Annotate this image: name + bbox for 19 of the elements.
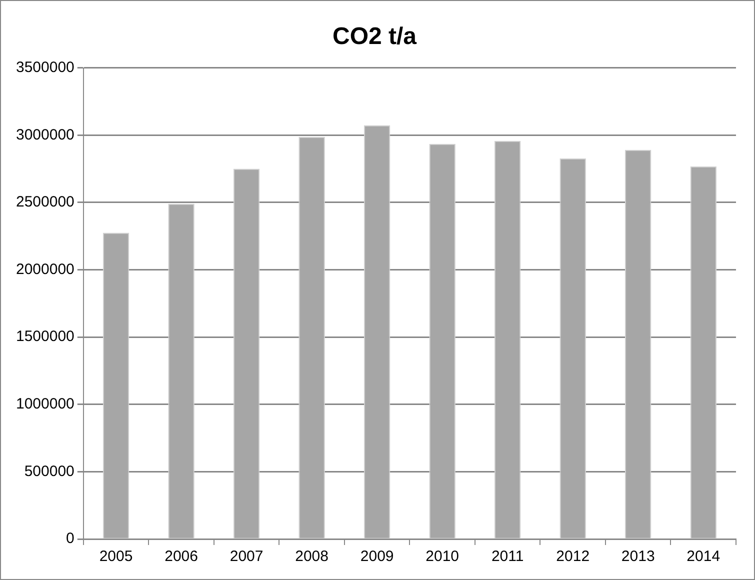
- y-tick-label: 1500000: [16, 328, 74, 346]
- x-tick-label: 2009: [360, 548, 394, 566]
- chart-title: CO2 t/a: [332, 23, 418, 50]
- x-tick-label: 2008: [295, 548, 328, 566]
- y-tick-label: 0: [66, 530, 74, 548]
- x-tick-label: 2012: [556, 548, 590, 566]
- x-tick-label: 2011: [491, 548, 524, 566]
- y-tick-label: 3000000: [16, 126, 74, 144]
- y-tick-label: 500000: [24, 462, 74, 480]
- x-tick-label: 2010: [426, 548, 460, 566]
- y-tick-label: 2000000: [16, 260, 74, 278]
- x-tick-label: 2007: [230, 548, 264, 566]
- y-tick-label: 3500000: [16, 58, 74, 76]
- x-tick-label: 2006: [164, 548, 198, 566]
- x-tick-label: 2014: [686, 548, 720, 566]
- y-tick-label: 1000000: [16, 396, 74, 413]
- x-tick-label: 2005: [99, 548, 133, 566]
- x-tick-label: 2013: [621, 548, 655, 566]
- y-tick-label: 2500000: [16, 194, 74, 211]
